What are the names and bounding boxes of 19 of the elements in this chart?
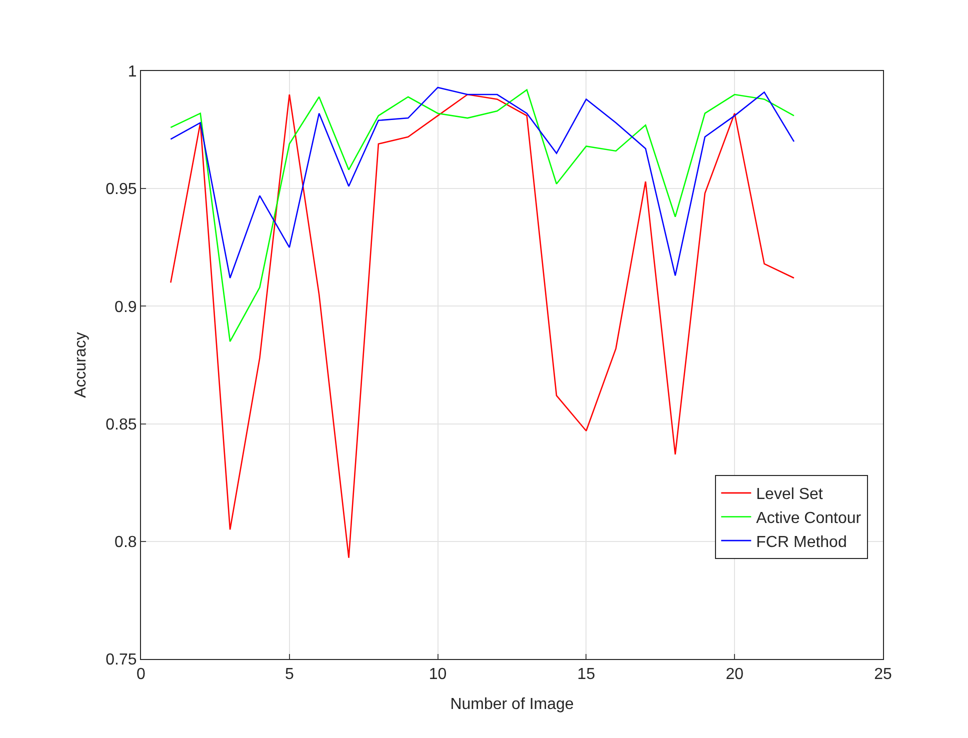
- line-series: [170, 86, 795, 279]
- y-tick-label: 0.85: [106, 416, 137, 434]
- x-tick-label: 0: [136, 666, 146, 684]
- legend-label: Active Contour: [756, 510, 862, 527]
- x-tick-label: 15: [577, 666, 596, 684]
- x-tick-label: 20: [726, 666, 744, 684]
- y-tick-label: 0.8: [114, 534, 137, 551]
- y-tick-label: 0.75: [106, 652, 137, 669]
- x-tick-label: 10: [428, 666, 447, 684]
- y-tick-label: 0.9: [114, 298, 137, 316]
- y-tick-label: 1: [128, 64, 137, 81]
- y-tick-label: 0.95: [106, 181, 137, 198]
- legend-label: FCR Method: [756, 534, 847, 551]
- x-tick-label: 5: [284, 666, 294, 684]
- x-tick-label: 25: [874, 666, 892, 684]
- legend-label: Level Set: [756, 486, 824, 504]
- line-series: [170, 89, 795, 342]
- x-axis-title: Number of Image: [450, 696, 574, 713]
- y-axis-title: Accuracy: [72, 332, 90, 398]
